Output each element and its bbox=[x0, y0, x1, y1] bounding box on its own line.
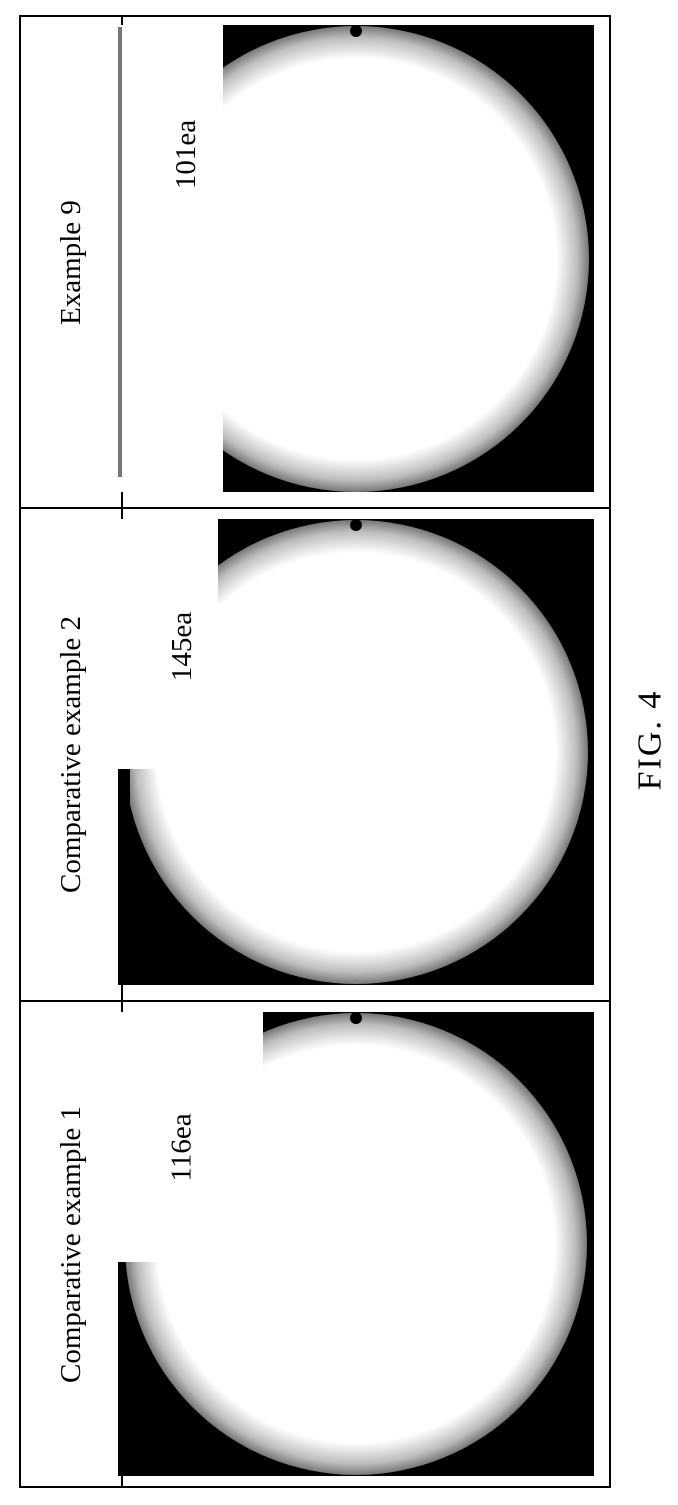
wafer-micrograph bbox=[118, 25, 594, 492]
defect-count-example-9: 101ea bbox=[172, 120, 201, 189]
defect-count-comparative-1: 116ea bbox=[168, 1113, 197, 1181]
wafer-image-example-9 bbox=[118, 25, 594, 492]
figure-caption: FIG. 4 bbox=[620, 680, 678, 800]
wafer-cut-region bbox=[118, 25, 223, 492]
notch bbox=[350, 519, 362, 531]
notch bbox=[350, 25, 362, 37]
row-header-text: Comparative example 1 bbox=[57, 1105, 86, 1382]
row-header-text: Example 9 bbox=[57, 200, 86, 325]
row-header-comparative-1: Comparative example 1 bbox=[21, 1002, 121, 1486]
row-header-text: Comparative example 2 bbox=[57, 616, 86, 893]
wafer-image-comparative-2 bbox=[118, 519, 594, 985]
edge-line bbox=[118, 27, 122, 477]
row-header-example-9: Example 9 bbox=[21, 17, 121, 507]
wafer-micrograph bbox=[118, 519, 594, 985]
wafer-micrograph bbox=[118, 1012, 594, 1476]
wafer-image-comparative-1 bbox=[118, 1012, 594, 1476]
defect-count-comparative-2: 145ea bbox=[168, 612, 197, 681]
row-header-comparative-2: Comparative example 2 bbox=[21, 509, 121, 1000]
figure-caption-text: FIG. 4 bbox=[631, 690, 669, 791]
notch bbox=[350, 1012, 362, 1024]
